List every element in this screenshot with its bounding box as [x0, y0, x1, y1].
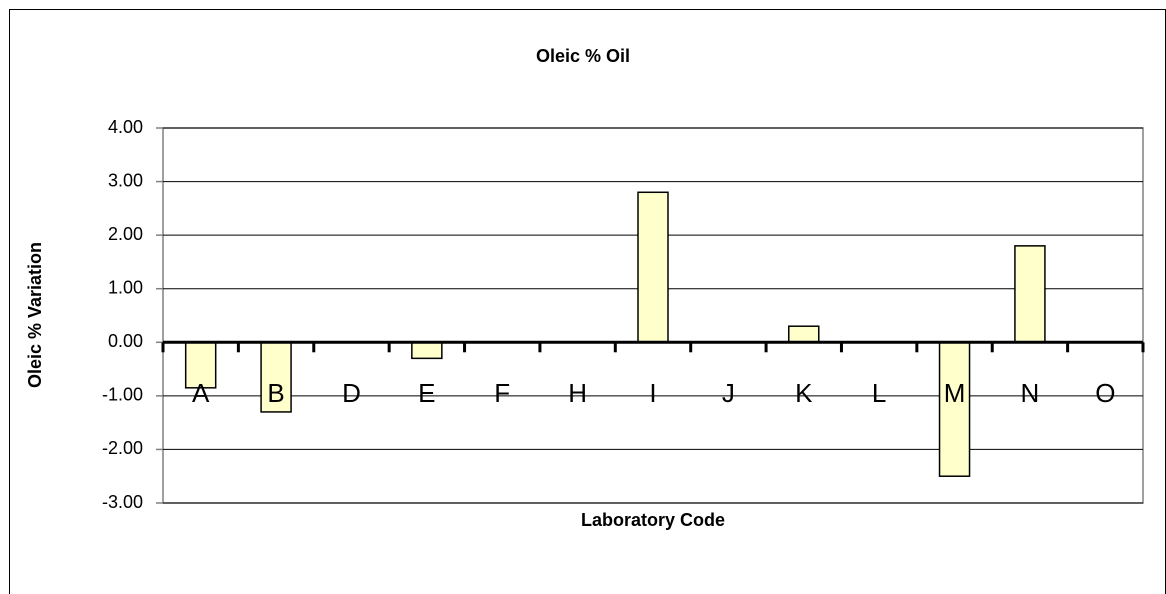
x-tick-label: O — [1095, 378, 1115, 408]
x-axis-label: Laboratory Code — [581, 510, 725, 530]
y-tick-label: 0.00 — [108, 331, 143, 351]
y-tick-label: 1.00 — [108, 277, 143, 297]
y-axis-label: Oleic % Variation — [25, 242, 45, 388]
x-tick-label: N — [1021, 378, 1040, 408]
x-tick-label: D — [342, 378, 361, 408]
bar — [1014, 245, 1046, 344]
x-tick-label: J — [722, 378, 735, 408]
chart-title: Oleic % Oil — [536, 46, 630, 66]
x-tick-label: F — [494, 378, 510, 408]
x-tick-label: K — [795, 378, 813, 408]
bar — [411, 341, 443, 360]
bar — [637, 191, 669, 344]
x-tick-label: B — [267, 378, 284, 408]
y-tick-label: 2.00 — [108, 224, 143, 244]
x-tick-label: M — [944, 378, 966, 408]
x-tick-label: E — [418, 378, 435, 408]
bar — [260, 341, 292, 413]
y-tick-label: 4.00 — [108, 117, 143, 137]
x-tick-label: L — [872, 378, 886, 408]
bar — [938, 341, 971, 477]
y-tick-label: -3.00 — [102, 492, 143, 512]
y-tick-label: -1.00 — [102, 385, 143, 405]
bar — [788, 325, 820, 344]
y-tick-label: 3.00 — [108, 170, 143, 190]
x-tick-label: A — [192, 378, 210, 408]
y-tick-label: -2.00 — [102, 438, 143, 458]
bar — [184, 341, 217, 389]
x-tick-label: H — [568, 378, 587, 408]
x-tick-label: I — [649, 378, 656, 408]
